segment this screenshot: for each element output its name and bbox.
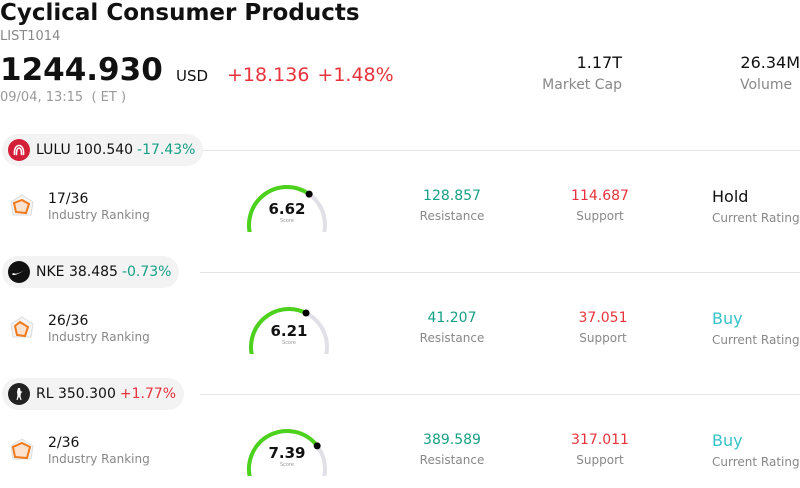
- rating-label: Current Rating: [712, 211, 800, 225]
- score-gauge: 6.62 Score: [242, 182, 332, 240]
- gauge-arc: [249, 307, 329, 362]
- row-divider: [200, 272, 800, 273]
- score-value: 6.62: [268, 200, 306, 218]
- radar-chart-icon: [10, 316, 34, 338]
- industry-rank-value: 2/36: [48, 435, 80, 451]
- page-title: Cyclical Consumer Products: [0, 0, 360, 26]
- change-absolute: +18.136: [227, 64, 310, 86]
- score-label: Score: [279, 462, 294, 468]
- lululemon-logo-icon: [8, 139, 30, 161]
- score-label: Score: [281, 340, 296, 346]
- rating-value: Buy: [712, 309, 743, 328]
- support-metric: 37.051 Support: [568, 310, 638, 345]
- support-label: Support: [576, 209, 624, 223]
- row-divider: [200, 394, 800, 395]
- stock-pill[interactable]: RL 350.300 +1.77%: [2, 378, 185, 410]
- stock-change: -0.73%: [121, 264, 172, 280]
- ralph-lauren-logo-icon: [8, 383, 30, 405]
- industry-rank-label: Industry Ranking: [48, 452, 150, 466]
- gauge-arc: [247, 185, 327, 240]
- volume-value: 26.34M: [740, 53, 800, 72]
- support-label: Support: [579, 331, 627, 345]
- resistance-label: Resistance: [419, 331, 485, 345]
- stock-pill[interactable]: LULU 100.540 -17.43%: [2, 134, 204, 166]
- index-price: 1244.930: [0, 52, 163, 88]
- industry-rank-label: Industry Ranking: [48, 330, 150, 344]
- resistance-metric: 389.589 Resistance: [414, 432, 490, 467]
- support-metric: 317.011 Support: [565, 432, 635, 467]
- stock-change: +1.77%: [119, 386, 177, 402]
- resistance-label: Resistance: [419, 453, 485, 467]
- support-value: 37.051: [578, 310, 628, 326]
- stock-change: -17.43%: [137, 142, 196, 158]
- score-value: 7.39: [268, 444, 306, 462]
- timestamp: 09/04, 13:15 ( ET ): [0, 90, 127, 105]
- radar-chart-icon: [10, 438, 34, 460]
- support-metric: 114.687 Support: [565, 188, 635, 223]
- industry-rank-value: 17/36: [48, 191, 89, 207]
- rating-value: Buy: [712, 431, 743, 450]
- volume-stat: 26.34M Volume: [730, 53, 800, 93]
- score-value: 6.21: [270, 322, 308, 340]
- support-value: 114.687: [571, 188, 629, 204]
- rating-value: Hold: [712, 187, 749, 206]
- nike-logo-icon: [8, 261, 30, 283]
- index-change: +18.136 +1.48%: [227, 64, 402, 86]
- stock-symbol-price: RL 350.300: [36, 386, 116, 402]
- stock-symbol-price: LULU 100.540: [36, 142, 134, 158]
- volume-label: Volume: [740, 77, 793, 93]
- current-rating: Buy Current Rating: [712, 431, 800, 469]
- industry-rank-value: 26/36: [48, 313, 89, 329]
- score-label: Score: [279, 218, 294, 224]
- stock-pill[interactable]: NKE 38.485 -0.73%: [2, 256, 180, 288]
- market-cap-value: 1.17T: [576, 53, 622, 72]
- market-cap-label: Market Cap: [542, 77, 622, 93]
- rating-label: Current Rating: [712, 455, 800, 469]
- resistance-value: 389.589: [423, 432, 481, 448]
- score-gauge: 6.21 Score: [244, 304, 334, 362]
- score-gauge: 7.39 Score: [242, 426, 332, 484]
- support-label: Support: [576, 453, 624, 467]
- currency-label: USD: [176, 67, 209, 85]
- change-percent: +1.48%: [317, 64, 394, 86]
- current-rating: Hold Current Rating: [712, 187, 800, 225]
- resistance-value: 41.207: [427, 310, 477, 326]
- resistance-value: 128.857: [423, 188, 481, 204]
- stock-symbol-price: NKE 38.485: [36, 264, 118, 280]
- row-divider: [200, 150, 800, 151]
- radar-chart-icon: [10, 194, 34, 216]
- industry-rank-label: Industry Ranking: [48, 208, 150, 222]
- rating-label: Current Rating: [712, 333, 800, 347]
- resistance-metric: 41.207 Resistance: [414, 310, 490, 345]
- market-cap-stat: 1.17T Market Cap: [538, 53, 622, 93]
- resistance-metric: 128.857 Resistance: [414, 188, 490, 223]
- support-value: 317.011: [571, 432, 629, 448]
- gauge-arc: [247, 429, 327, 484]
- resistance-label: Resistance: [419, 209, 485, 223]
- current-rating: Buy Current Rating: [712, 309, 800, 347]
- list-code: LIST1014: [0, 29, 61, 44]
